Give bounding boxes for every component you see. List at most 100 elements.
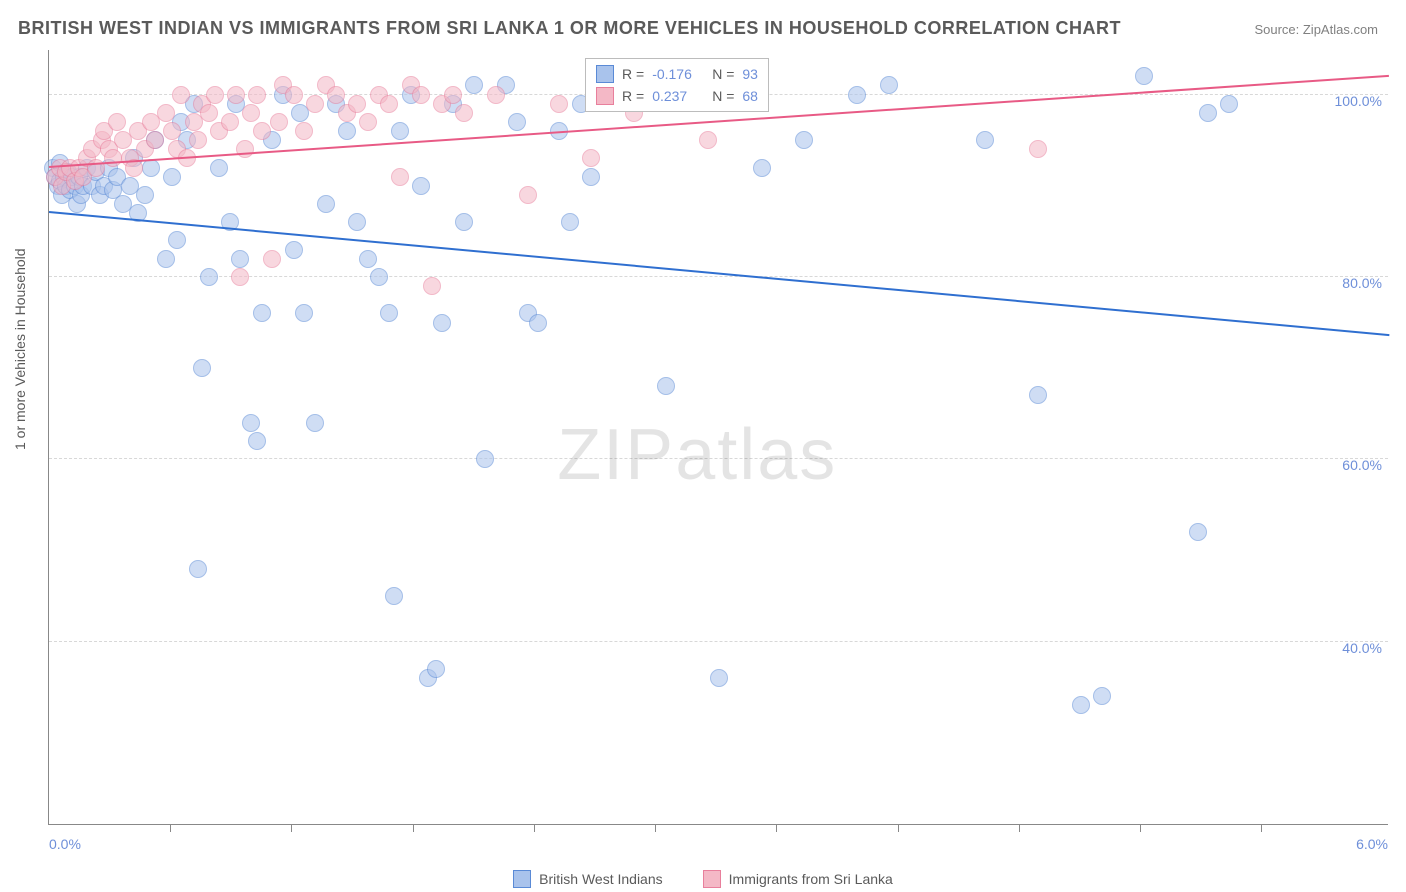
data-point: [157, 250, 175, 268]
legend-n-label: N =: [712, 88, 734, 104]
legend-bottom: British West Indians Immigrants from Sri …: [0, 870, 1406, 888]
x-tick: [776, 824, 777, 832]
legend-swatch: [513, 870, 531, 888]
data-point: [295, 304, 313, 322]
data-point: [657, 377, 675, 395]
legend-n-label: N =: [712, 66, 734, 82]
y-axis-title: 1 or more Vehicles in Household: [12, 248, 28, 450]
data-point: [380, 95, 398, 113]
data-point: [168, 231, 186, 249]
y-tick-label: 100.0%: [1335, 93, 1382, 109]
data-point: [582, 149, 600, 167]
x-tick: [1019, 824, 1020, 832]
data-point: [550, 95, 568, 113]
legend-swatch: [596, 87, 614, 105]
data-point: [348, 95, 366, 113]
legend-n-value: 68: [742, 88, 758, 104]
legend-r-value: 0.237: [652, 88, 704, 104]
data-point: [1072, 696, 1090, 714]
data-point: [210, 159, 228, 177]
data-point: [1093, 687, 1111, 705]
data-point: [370, 268, 388, 286]
data-point: [306, 95, 324, 113]
data-point: [391, 168, 409, 186]
data-point: [263, 250, 281, 268]
y-tick-label: 80.0%: [1342, 275, 1382, 291]
scatter-plot: 40.0%60.0%80.0%100.0%0.0%6.0%R =-0.176N …: [48, 50, 1388, 825]
data-point: [285, 241, 303, 259]
x-tick: [898, 824, 899, 832]
data-point: [508, 113, 526, 131]
data-point: [359, 113, 377, 131]
data-point: [1029, 386, 1047, 404]
data-point: [253, 122, 271, 140]
legend-n-value: 93: [742, 66, 758, 82]
data-point: [699, 131, 717, 149]
plot-area: 40.0%60.0%80.0%100.0%0.0%6.0%R =-0.176N …: [48, 50, 1388, 825]
data-point: [172, 86, 190, 104]
data-point: [87, 159, 105, 177]
x-tick: [534, 824, 535, 832]
data-point: [519, 186, 537, 204]
legend-item: British West Indians: [513, 870, 662, 888]
data-point: [380, 304, 398, 322]
legend-series-name: Immigrants from Sri Lanka: [729, 871, 893, 887]
data-point: [338, 122, 356, 140]
data-point: [1029, 140, 1047, 158]
legend-stats-row: R =0.237N =68: [596, 85, 758, 107]
legend-stats-row: R = -0.176 N = 93: [596, 63, 758, 85]
data-point: [444, 86, 462, 104]
y-tick-label: 40.0%: [1342, 640, 1382, 656]
data-point: [108, 113, 126, 131]
x-tick: [413, 824, 414, 832]
data-point: [455, 213, 473, 231]
data-point: [412, 86, 430, 104]
legend-item: Immigrants from Sri Lanka: [703, 870, 893, 888]
legend-r-value: -0.176: [652, 66, 704, 82]
chart-title: BRITISH WEST INDIAN VS IMMIGRANTS FROM S…: [18, 18, 1121, 39]
data-point: [189, 560, 207, 578]
data-point: [163, 122, 181, 140]
data-point: [359, 250, 377, 268]
data-point: [295, 122, 313, 140]
data-point: [327, 86, 345, 104]
data-point: [487, 86, 505, 104]
x-max-label: 6.0%: [1356, 836, 1388, 852]
legend-stats: R = -0.176 N = 93R = 0.237 N = 68: [585, 58, 769, 112]
x-tick: [291, 824, 292, 832]
data-point: [455, 104, 473, 122]
source-attribution: Source: ZipAtlas.com: [1254, 22, 1378, 37]
x-min-label: 0.0%: [49, 836, 81, 852]
data-point: [848, 86, 866, 104]
data-point: [231, 250, 249, 268]
trend-line: [49, 211, 1389, 336]
data-point: [423, 277, 441, 295]
data-point: [104, 149, 122, 167]
data-point: [242, 104, 260, 122]
data-point: [248, 86, 266, 104]
legend-r-label: R =: [622, 66, 644, 82]
legend-swatch: [703, 870, 721, 888]
data-point: [412, 177, 430, 195]
data-point: [976, 131, 994, 149]
data-point: [880, 76, 898, 94]
y-tick-label: 60.0%: [1342, 457, 1382, 473]
data-point: [157, 104, 175, 122]
data-point: [582, 168, 600, 186]
data-point: [200, 104, 218, 122]
data-point: [136, 186, 154, 204]
data-point: [476, 450, 494, 468]
data-point: [242, 414, 260, 432]
data-point: [248, 432, 266, 450]
data-point: [189, 131, 207, 149]
data-point: [529, 314, 547, 332]
data-point: [253, 304, 271, 322]
data-point: [391, 122, 409, 140]
data-point: [465, 76, 483, 94]
data-point: [1220, 95, 1238, 113]
legend-swatch: [596, 65, 614, 83]
data-point: [710, 669, 728, 687]
x-tick: [655, 824, 656, 832]
data-point: [200, 268, 218, 286]
data-point: [317, 195, 335, 213]
